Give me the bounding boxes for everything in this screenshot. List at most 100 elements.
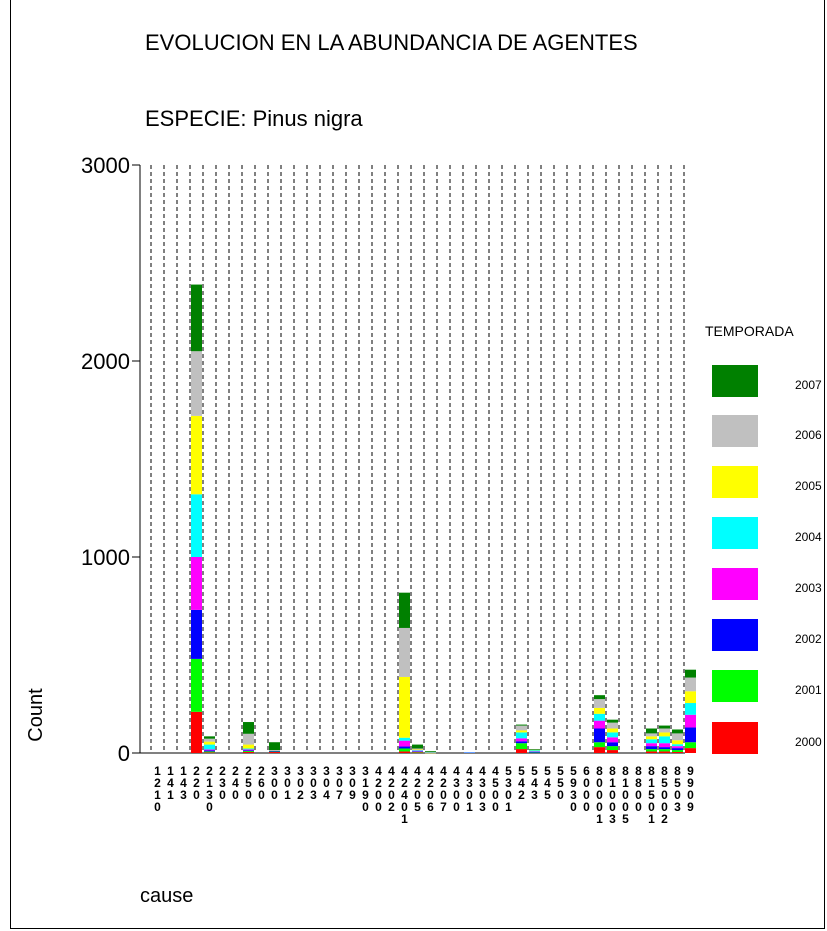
x-tick-label: 8: [635, 776, 642, 790]
x-tick-label: 0: [583, 800, 590, 814]
bar-segment-2004: [646, 739, 657, 744]
x-tick-label: 3: [531, 788, 538, 802]
x-tick-label: 1: [466, 800, 473, 814]
x-tick-label: 1: [596, 812, 603, 826]
x-tick-label: 0: [323, 776, 330, 790]
x-tick-label: 3: [674, 800, 681, 814]
x-tick-label: 4: [401, 788, 408, 802]
x-tick-label: 8: [674, 764, 681, 778]
chart-title: EVOLUCION EN LA ABUNDANCIA DE AGENTES: [145, 30, 638, 55]
bar-segment-2001: [412, 751, 423, 753]
x-tick-label: 4: [427, 764, 434, 778]
x-tick-label: 4: [323, 788, 330, 802]
x-tick-label: 3: [362, 764, 369, 778]
x-tick-label: 0: [375, 800, 382, 814]
y-axis-label: Count: [25, 688, 47, 742]
bar-segment-2004: [412, 750, 423, 751]
x-tick-label: 0: [336, 776, 343, 790]
x-tick-label: 2: [245, 764, 252, 778]
x-tick-label: 0: [440, 788, 447, 802]
x-tick-label: 9: [362, 788, 369, 802]
legend-swatch-2004: [712, 517, 758, 549]
x-tick-label: 8: [635, 764, 642, 778]
bar-segment-2006: [243, 733, 254, 745]
x-tick-label: 5: [492, 776, 499, 790]
x-tick-label: 8: [596, 764, 603, 778]
x-tick-label: 5: [518, 764, 525, 778]
x-tick-label: 6: [427, 800, 434, 814]
bar-segment-2006: [659, 728, 670, 733]
x-tick-label: 4: [167, 776, 174, 790]
x-tick-label: 3: [466, 776, 473, 790]
x-tick-label: 5: [245, 776, 252, 790]
bar-segment-2007: [685, 669, 696, 678]
bar-segment-2000: [659, 751, 670, 753]
x-tick-label: 3: [310, 788, 317, 802]
bar-segment-2005: [594, 707, 605, 714]
bar-segment-2003: [529, 751, 540, 753]
x-axis-label: cause: [140, 885, 193, 907]
bar-segment-2000: [646, 751, 657, 753]
x-tick-label: 2: [661, 812, 668, 826]
bar-segment-2005: [672, 740, 683, 745]
bar-segment-2002: [243, 750, 254, 752]
bar-segment-2006: [516, 725, 527, 731]
bar-segment-2002: [659, 747, 670, 750]
x-tick-label: 0: [401, 800, 408, 814]
x-tick-label: 1: [206, 776, 213, 790]
bar-segment-2001: [607, 746, 618, 751]
bar-segment-2000: [607, 750, 618, 753]
x-tick-label: 0: [492, 800, 499, 814]
bar-segment-2002: [412, 751, 423, 752]
bar-segment-2002: [399, 746, 410, 749]
bar-segment-2004: [204, 744, 215, 750]
bar-segment-2001: [204, 751, 215, 753]
x-tick-label: 0: [583, 788, 590, 802]
bar-segment-2004: [243, 748, 254, 750]
x-tick-label: 4: [531, 776, 538, 790]
bar-segment-2001: [529, 752, 540, 754]
legend-label-2007: 2007: [795, 378, 822, 392]
x-tick-label: 5: [674, 776, 681, 790]
x-tick-label: 0: [154, 800, 161, 814]
bar-segment-2001: [594, 742, 605, 748]
x-tick-label: 2: [154, 776, 161, 790]
bar-segment-2002: [529, 752, 540, 753]
bar-segment-2006: [412, 748, 423, 750]
bar-segment-2005: [191, 415, 202, 495]
bar-segment-2007: [425, 751, 436, 752]
x-tick-label: 3: [206, 788, 213, 802]
bar-segment-2006: [646, 733, 657, 737]
bar-segment-2004: [464, 752, 475, 753]
bar-segment-2004: [672, 744, 683, 747]
x-tick-label: 0: [297, 776, 304, 790]
bar-segment-2002: [685, 727, 696, 743]
bar-segment-2003: [412, 750, 423, 752]
x-tick-label: 0: [674, 788, 681, 802]
x-tick-label: 0: [206, 800, 213, 814]
x-tick-label: 1: [648, 812, 655, 826]
bar-segment-2000: [243, 752, 254, 753]
x-tick-label: 2: [219, 764, 226, 778]
x-tick-label: 8: [648, 764, 655, 778]
x-tick-label: 0: [388, 788, 395, 802]
bar-segment-2007: [412, 744, 423, 749]
x-tick-label: 4: [180, 776, 187, 790]
bar-segment-2000: [204, 752, 215, 754]
x-tick-label: 3: [505, 776, 512, 790]
x-tick-label: 1: [401, 812, 408, 826]
chart-subtitle: ESPECIE: Pinus nigra: [145, 106, 363, 131]
bar-segment-2006: [191, 351, 202, 416]
x-tick-label: 0: [583, 776, 590, 790]
x-tick-label: 0: [193, 788, 200, 802]
bar-segment-2002: [607, 742, 618, 747]
bar-segment-2001: [516, 743, 527, 750]
bar-segment-2006: [685, 677, 696, 692]
bar-segment-2000: [685, 748, 696, 753]
x-tick-label: 1: [609, 776, 616, 790]
legend-label-2003: 2003: [795, 581, 822, 595]
x-tick-label: 2: [427, 776, 434, 790]
x-tick-label: 0: [596, 788, 603, 802]
bar-segment-2007: [672, 729, 683, 734]
legend-label-2004: 2004: [795, 530, 822, 544]
